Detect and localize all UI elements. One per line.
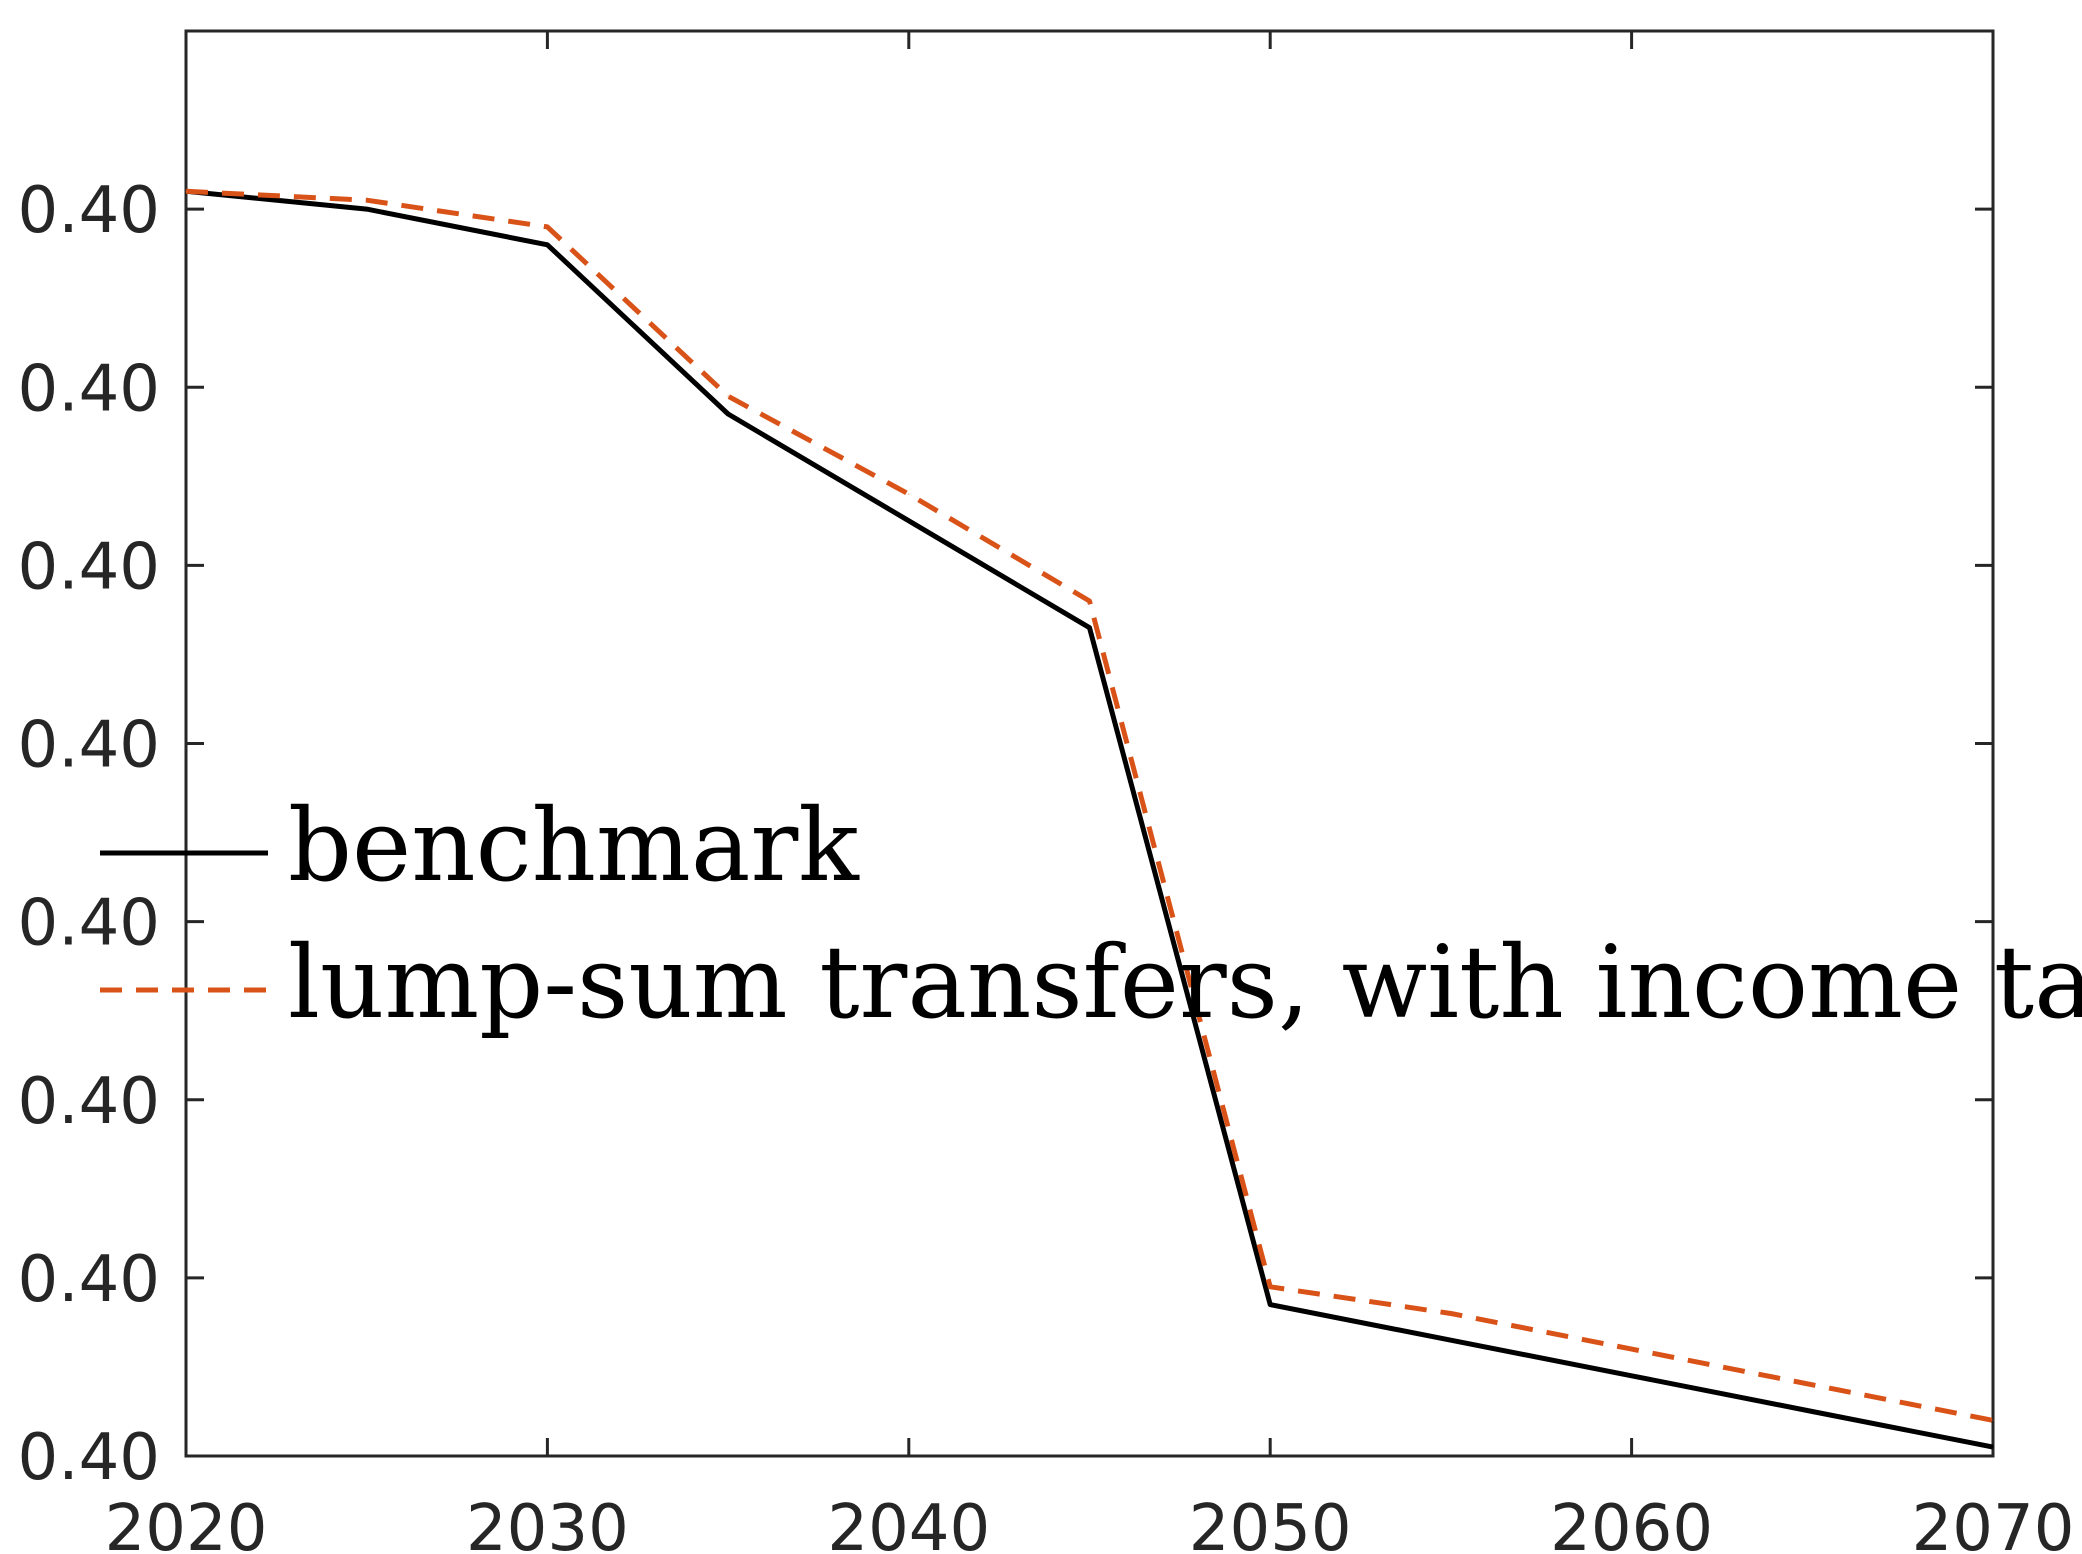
data-point-benchmark <box>1269 1304 1271 1306</box>
data-point-lump-sum-transfers-with-income-tax <box>1450 1313 1452 1314</box>
data-point-benchmark <box>1089 627 1090 629</box>
x-tick-label: 2050 <box>1189 1492 1352 1554</box>
x-tick-label: 2060 <box>1550 1492 1713 1554</box>
y-tick-label: 0.40 <box>18 530 161 604</box>
plot-area: 2020 2030 2040 2050 2060 2070 0.40 0.40 0.40 0.40… <box>18 29 2075 1554</box>
data-point-benchmark <box>546 244 548 246</box>
y-tick-label: 0.40 <box>18 174 161 248</box>
y-tick-label: 0.40 <box>18 1421 161 1495</box>
data-point-benchmark <box>366 208 368 210</box>
data-point-lump-sum-transfers-with-income-tax <box>366 199 368 201</box>
axes-box <box>184 29 1995 1458</box>
data-point-lump-sum-transfers-with-income-tax <box>1811 1384 1813 1386</box>
legend-label-lump-sum: lump-sum transfers, with income tax <box>288 924 2082 1041</box>
data-point-lump-sum-transfers-with-income-tax <box>1089 600 1090 602</box>
data-point-benchmark <box>1811 1410 1813 1412</box>
data-point-lump-sum-transfers-with-income-tax <box>185 190 187 192</box>
data-point-benchmark <box>908 520 910 522</box>
legend: benchmark lump-sum transfers, with incom… <box>100 787 2082 1041</box>
data-point-benchmark <box>1631 1375 1633 1377</box>
data-point-lump-sum-transfers-with-income-tax <box>727 395 729 397</box>
data-point-benchmark <box>1992 1446 1994 1448</box>
series-layer <box>185 188 1994 1450</box>
data-point-lump-sum-transfers-with-income-tax <box>546 226 548 228</box>
y-tick-label: 0.40 <box>18 352 161 426</box>
x-tick-label: 2020 <box>105 1492 268 1554</box>
y-tick-label: 0.40 <box>18 1243 161 1317</box>
y-tick-label: 0.40 <box>18 1065 161 1139</box>
data-point-benchmark <box>1450 1339 1452 1341</box>
data-point-lump-sum-transfers-with-income-tax <box>1631 1348 1633 1350</box>
y-tick-label: 0.40 <box>18 709 161 783</box>
data-point-benchmark <box>727 413 729 415</box>
x-tick-label: 2040 <box>827 1492 990 1554</box>
y-tick-label: 0.40 <box>18 887 161 961</box>
x-tick-label: 2070 <box>1912 1492 2075 1554</box>
x-tick-label: 2030 <box>466 1492 629 1554</box>
data-point-lump-sum-transfers-with-income-tax <box>1992 1419 1994 1421</box>
legend-label-benchmark: benchmark <box>288 787 860 904</box>
data-point-lump-sum-transfers-with-income-tax <box>908 493 910 495</box>
data-point-lump-sum-transfers-with-income-tax <box>1269 1286 1271 1288</box>
